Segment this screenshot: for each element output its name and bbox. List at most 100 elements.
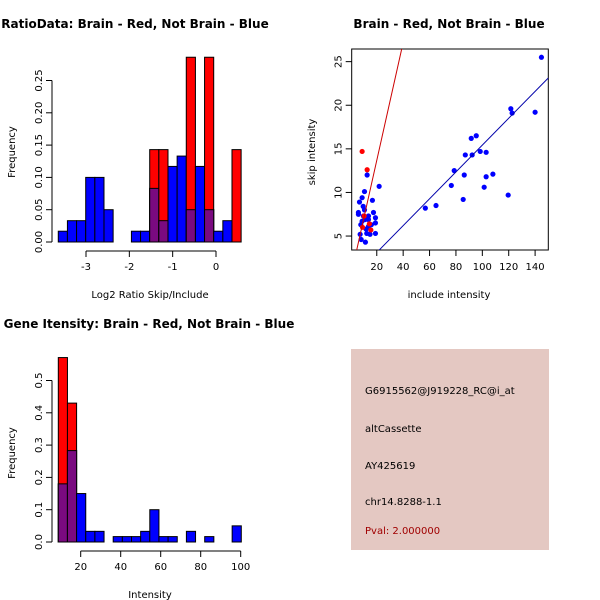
- point-not-brain: [448, 182, 454, 189]
- y-tick-label: 0.05: [34, 199, 45, 221]
- point-not-brain: [532, 109, 538, 115]
- point-not-brain: [367, 231, 373, 237]
- bar-not-brain: [57, 230, 68, 243]
- bar-not-brain: [213, 230, 224, 243]
- point-not-brain: [362, 239, 369, 245]
- x-tick-label: 80: [450, 262, 463, 273]
- x-tick-label: 40: [114, 562, 127, 573]
- bar-overlap: [204, 209, 215, 243]
- chart-title: Gene Itensity: Brain - Red, Not Brain - …: [4, 317, 295, 331]
- point-not-brain: [477, 148, 483, 155]
- bar-overlap: [185, 209, 196, 243]
- bar-not-brain: [158, 536, 169, 543]
- point-not-brain: [538, 54, 545, 60]
- chart-title: RatioData: Brain - Red, Not Brain - Blue: [1, 17, 268, 31]
- y-tick-label: 0.1: [34, 502, 45, 518]
- accession: AY425619: [365, 461, 416, 472]
- bar-not-brain: [194, 165, 206, 243]
- x-tick-label: 40: [397, 262, 410, 273]
- point-not-brain: [473, 133, 479, 139]
- x-tick-label: 20: [370, 262, 383, 273]
- y-axis-label: Frequency: [7, 427, 18, 479]
- fit-line-brain: [356, 49, 403, 250]
- bar-not-brain: [167, 536, 178, 543]
- y-axis-label: skip intensity: [307, 119, 318, 186]
- x-tick-label: 100: [473, 262, 492, 273]
- bar-not-brain: [167, 165, 178, 243]
- x-tick-label: 100: [231, 562, 250, 573]
- x-tick-label: -3: [81, 262, 91, 273]
- point-not-brain: [372, 220, 379, 226]
- bar-overlap: [57, 483, 68, 543]
- y-tick-label: 0.3: [34, 437, 45, 453]
- x-tick-label: -1: [168, 262, 178, 273]
- y-tick-label: 0.2: [34, 469, 45, 485]
- x-tick-label: 0: [213, 262, 219, 273]
- bar-not-brain: [76, 493, 87, 543]
- point-not-brain: [356, 199, 363, 205]
- x-tick-label: 60: [154, 562, 167, 573]
- y-tick-label: 0.0: [34, 534, 45, 550]
- x-tick-label: -2: [124, 262, 134, 273]
- info-panel: G6915562@J919228_RC@i_at altCassette AY4…: [351, 349, 549, 550]
- point-not-brain: [369, 197, 376, 203]
- x-tick-label: 60: [423, 262, 436, 273]
- point-not-brain: [372, 230, 379, 237]
- bar-not-brain: [149, 509, 160, 543]
- event-type: altCassette: [365, 424, 422, 435]
- point-not-brain: [365, 213, 372, 219]
- y-tick-label: 10: [334, 186, 345, 199]
- point-not-brain: [508, 106, 514, 112]
- bar-overlap: [158, 220, 169, 243]
- x-tick-label: 80: [194, 562, 207, 573]
- y-axis-label: Frequency: [7, 126, 18, 178]
- y-tick-label: 25: [334, 55, 345, 68]
- point-not-brain: [422, 205, 428, 211]
- point-not-brain: [481, 184, 487, 190]
- bar-not-brain: [103, 209, 114, 243]
- point-not-brain: [483, 174, 489, 180]
- bar-not-brain: [140, 530, 151, 543]
- bar-not-brain: [140, 230, 151, 243]
- bar-not-brain: [85, 530, 96, 543]
- bar-not-brain: [231, 525, 242, 543]
- point-not-brain: [361, 188, 368, 195]
- point-not-brain: [462, 152, 468, 158]
- y-tick-label: 0.00: [34, 231, 45, 253]
- point-brain: [366, 221, 372, 227]
- bar-not-brain: [121, 536, 132, 543]
- bar-not-brain: [185, 530, 197, 543]
- point-not-brain: [358, 236, 364, 243]
- y-tick-label: 15: [334, 142, 345, 155]
- x-axis-label: Intensity: [128, 590, 172, 600]
- point-brain: [368, 227, 374, 233]
- point-not-brain: [433, 202, 439, 209]
- bar-not-brain: [94, 176, 105, 243]
- x-axis-label: include intensity: [408, 290, 491, 301]
- bar-not-brain: [94, 530, 105, 543]
- y-tick-label: 0.20: [34, 102, 45, 124]
- bar-overlap: [66, 450, 78, 543]
- y-tick-label: 0.25: [34, 69, 45, 91]
- bar-not-brain: [85, 176, 96, 243]
- bar-not-brain: [222, 220, 233, 243]
- bar-not-brain: [130, 230, 142, 243]
- bar-not-brain: [176, 155, 187, 243]
- point-not-brain: [490, 171, 496, 177]
- point-not-brain: [372, 215, 379, 221]
- bar-overlap: [149, 187, 160, 243]
- plot-box: [351, 48, 549, 251]
- point-brain: [364, 167, 370, 173]
- point-brain: [359, 148, 365, 155]
- x-tick-label: 140: [526, 262, 545, 273]
- y-tick-label: 5: [334, 233, 345, 239]
- chromosome-location: chr14.8288-1.1: [365, 497, 442, 508]
- bar-brain: [231, 149, 242, 243]
- y-tick-label: 20: [334, 99, 345, 112]
- point-not-brain: [461, 172, 467, 178]
- bar-not-brain: [131, 536, 142, 543]
- y-tick-label: 0.4: [34, 405, 45, 421]
- point-not-brain: [483, 149, 489, 155]
- point-not-brain: [359, 195, 365, 201]
